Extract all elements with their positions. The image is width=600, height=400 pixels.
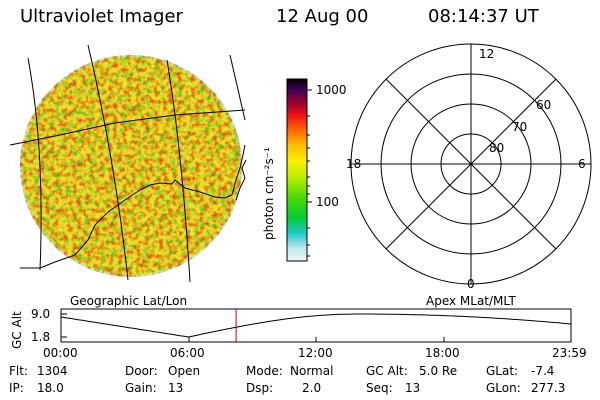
time-tick-1800: 18:00 [425, 346, 460, 360]
gcalt-label: GC Alt: [366, 364, 408, 378]
altitude-plot-frame [60, 308, 572, 343]
door-label: Door: [125, 364, 158, 378]
flt-value: 1304 [37, 364, 68, 378]
altitude-ytick-9: 9.0 [31, 307, 51, 321]
geo-caption: Geographic Lat/Lon [70, 294, 188, 308]
mlat-label-60: 60 [536, 98, 552, 112]
glon-value: 277.3 [531, 381, 566, 395]
gcalt-value: 5.0 Re [419, 364, 458, 378]
dsp-label: Dsp: [246, 381, 274, 395]
mlt-label-6: 6 [578, 157, 586, 171]
mlt-label-0: 0 [467, 277, 475, 291]
seq-label: Seq: [366, 381, 393, 395]
mlt-label-12: 12 [479, 47, 495, 61]
coastline [20, 144, 247, 269]
ip-label: IP: [9, 381, 24, 395]
uv-image-disc [20, 55, 242, 277]
seq-value: 13 [405, 381, 421, 395]
glat-value: -7.4 [531, 364, 555, 378]
colorbar-tick-100: 100 [316, 195, 339, 209]
altitude-ylabel: GC Alt [10, 311, 24, 349]
altitude-axis-ticks [61, 313, 445, 342]
altitude-curve [60, 313, 572, 338]
dsp-value: 2.0 [302, 381, 322, 395]
time-label: 08:14:37 UT [428, 6, 539, 27]
time-tick-0600: 06:00 [170, 346, 205, 360]
door-value: Open [168, 364, 201, 378]
gain-value: 13 [168, 381, 184, 395]
mode-label: Mode: [246, 364, 283, 378]
instrument-title: Ultraviolet Imager [20, 6, 183, 27]
mlat-label-70: 70 [512, 120, 528, 134]
date-label: 12 Aug 00 [276, 6, 369, 27]
time-tick-1200: 12:00 [298, 346, 333, 360]
glon-label: GLon: [486, 381, 521, 395]
geo-grid [9, 44, 246, 283]
colorbar-tick-1000: 1000 [316, 83, 347, 97]
mode-value: Normal [290, 364, 334, 378]
apex-caption: Apex MLat/MLT [426, 294, 516, 308]
colorbar-unit-label: photon cm⁻²s⁻¹ [262, 147, 276, 240]
time-tick-0000: 00:00 [43, 346, 78, 360]
ip-value: 18.0 [37, 381, 64, 395]
time-tick-2359: 23:59 [552, 346, 587, 360]
polar-grid [350, 43, 592, 285]
colorbar-scale [286, 78, 308, 262]
glat-label: GLat: [486, 364, 519, 378]
mlat-label-80: 80 [489, 141, 505, 155]
gain-label: Gain: [125, 381, 157, 395]
flt-label: Flt: [9, 364, 28, 378]
colorbar-ticks [307, 89, 312, 257]
mlt-label-18: 18 [346, 157, 362, 171]
altitude-ytick-1-8: 1.8 [31, 330, 51, 344]
